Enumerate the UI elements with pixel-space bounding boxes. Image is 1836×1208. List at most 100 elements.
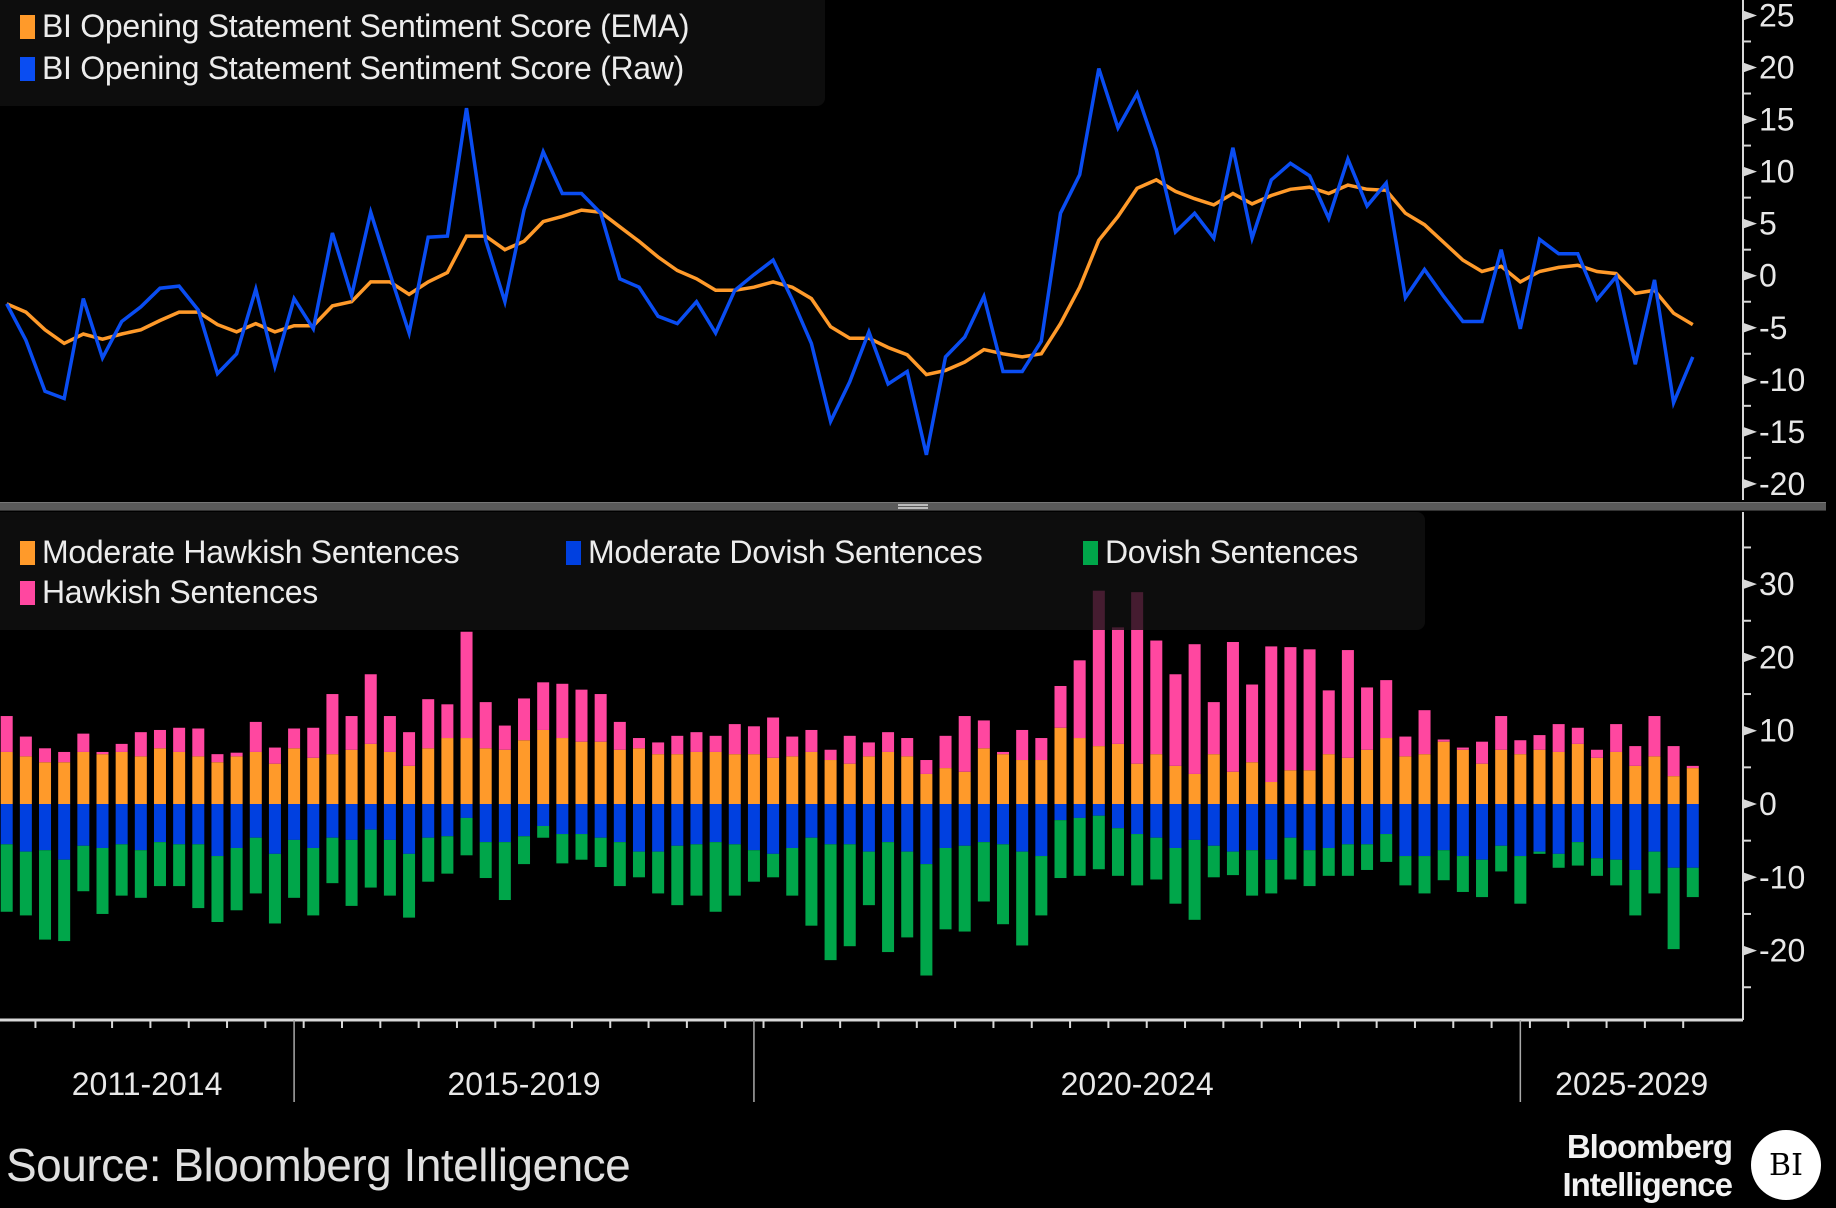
bar-dovish-sentences [460, 817, 473, 856]
legend-swatch-raw [20, 56, 35, 81]
bar-dovish-sentences [479, 842, 492, 879]
bar-hawkish-sentences [518, 698, 531, 741]
source-note: Source: Bloomberg Intelligence [6, 1139, 631, 1191]
bar-hawkish-sentences [728, 724, 741, 755]
bar-moderate-hawkish-sentences [1341, 757, 1354, 804]
bar-moderate-dovish-sentences [728, 804, 741, 845]
y-major-tick [1743, 114, 1757, 125]
bar-moderate-hawkish-sentences [134, 756, 147, 804]
bar-moderate-hawkish-sentences [230, 756, 243, 804]
y-major-tick [1743, 374, 1757, 385]
bar-moderate-dovish-sentences [211, 804, 224, 857]
bar-dovish-sentences [1246, 850, 1259, 896]
bar-moderate-hawkish-sentences [422, 748, 435, 804]
bar-moderate-dovish-sentences [230, 804, 243, 848]
bar-hawkish-sentences [786, 736, 799, 757]
bloomberg-intelligence-logo: Bloomberg Intelligence [1532, 1128, 1733, 1204]
drag-handle-icon[interactable] [898, 504, 928, 509]
bar-dovish-sentences [1150, 837, 1163, 880]
bar-hawkish-sentences [671, 735, 684, 755]
bar-hawkish-sentences [1265, 646, 1278, 783]
bar-moderate-hawkish-sentences [403, 765, 416, 804]
bar-moderate-hawkish-sentences [1169, 765, 1182, 804]
bar-hawkish-sentences [1188, 644, 1201, 774]
y-tick-label: 10 [1759, 713, 1795, 749]
bar-moderate-hawkish-sentences [613, 749, 626, 804]
legend-item-dovish: Dovish Sentences [1083, 534, 1358, 571]
bar-hawkish-sentences [383, 716, 396, 752]
legend-label-hawkish: Hawkish Sentences [42, 574, 318, 610]
bar-moderate-dovish-sentences [498, 804, 511, 843]
y-tick-label: -10 [1759, 859, 1805, 895]
bar-hawkish-sentences [1246, 684, 1259, 763]
bar-moderate-dovish-sentences [345, 804, 358, 840]
bar-moderate-dovish-sentences [1590, 804, 1603, 859]
bar-hawkish-sentences [39, 748, 52, 763]
sentence-bar-chart: 30 20 10 0 -10 -20 [0, 512, 1805, 1020]
bar-moderate-dovish-sentences [115, 804, 128, 845]
bar-hawkish-sentences [747, 726, 760, 755]
bar-hawkish-sentences [153, 729, 166, 749]
bar-dovish-sentences [1590, 858, 1603, 876]
bar-dovish-sentences [747, 850, 760, 882]
bar-dovish-sentences [920, 864, 933, 976]
bar-moderate-dovish-sentences [805, 804, 818, 838]
pane-divider[interactable] [0, 502, 1826, 511]
bar-moderate-dovish-sentences [1437, 804, 1450, 851]
bar-moderate-hawkish-sentences [1686, 768, 1699, 804]
bar-hawkish-sentences [498, 725, 511, 750]
bar-moderate-dovish-sentences [690, 804, 703, 845]
bar-dovish-sentences [1111, 828, 1124, 876]
x-axis: 2011-2014 2015-2019 2020-2024 2025-2029 [0, 1018, 1743, 1102]
bar-moderate-dovish-sentences [1054, 804, 1067, 821]
y-tick-label: 25 [1759, 0, 1795, 33]
bar-moderate-hawkish-sentences [1495, 749, 1508, 804]
bar-dovish-sentences [422, 837, 435, 882]
bar-moderate-hawkish-sentences [1629, 765, 1642, 804]
bar-moderate-hawkish-sentences [1246, 762, 1259, 804]
y-tick-label: 15 [1759, 102, 1795, 138]
bar-moderate-dovish-sentences [153, 804, 166, 843]
bar-moderate-dovish-sentences [882, 804, 895, 843]
bar-hawkish-sentences [1111, 627, 1124, 744]
legend-label-raw: BI Opening Statement Sentiment Score (Ra… [42, 50, 684, 86]
legend-swatch-moderate-dovish [566, 540, 581, 565]
bar-moderate-hawkish-sentences [958, 771, 971, 804]
bar-moderate-dovish-sentences [77, 804, 90, 846]
bar-dovish-sentences [58, 859, 71, 942]
bar-dovish-sentences [230, 847, 243, 911]
bar-moderate-hawkish-sentences [1552, 751, 1565, 804]
bar-moderate-dovish-sentences [403, 804, 416, 854]
bar-moderate-hawkish-sentences [479, 748, 492, 804]
bar-moderate-dovish-sentences [307, 804, 320, 848]
bar-dovish-sentences [1054, 820, 1067, 879]
bar-moderate-dovish-sentences [249, 804, 262, 838]
bar-hawkish-sentences [920, 760, 933, 774]
bar-hawkish-sentences [958, 716, 971, 772]
bar-moderate-hawkish-sentences [1380, 738, 1393, 804]
bar-dovish-sentences [1303, 850, 1316, 887]
bar-hawkish-sentences [230, 752, 243, 757]
bar-moderate-dovish-sentences [422, 804, 435, 838]
bar-moderate-dovish-sentences [1629, 804, 1642, 870]
bar-moderate-dovish-sentences [1303, 804, 1316, 851]
legend-label-ema: BI Opening Statement Sentiment Score (EM… [42, 8, 690, 44]
bar-moderate-hawkish-sentences [824, 760, 837, 804]
bar-dovish-sentences [1456, 856, 1469, 892]
bar-moderate-dovish-sentences [1552, 804, 1565, 854]
legend-item-hawkish: Hawkish Sentences [20, 574, 318, 611]
bar-dovish-sentences [843, 844, 856, 947]
bar-dovish-sentences [1571, 842, 1584, 866]
y-major-tick [1743, 872, 1757, 883]
y-tick-label: -5 [1759, 310, 1787, 346]
bar-moderate-hawkish-sentences [1361, 749, 1374, 804]
bar-dovish-sentences [173, 844, 186, 887]
legend-swatch-dovish [1083, 540, 1098, 565]
y-tick-label: 0 [1759, 258, 1777, 294]
bar-moderate-hawkish-sentences [192, 756, 205, 804]
bar-hawkish-sentences [1169, 674, 1182, 766]
bar-dovish-sentences [1092, 815, 1105, 870]
bar-dovish-sentences [1552, 853, 1565, 868]
bar-dovish-sentences [805, 837, 818, 926]
bar-dovish-sentences [403, 853, 416, 918]
